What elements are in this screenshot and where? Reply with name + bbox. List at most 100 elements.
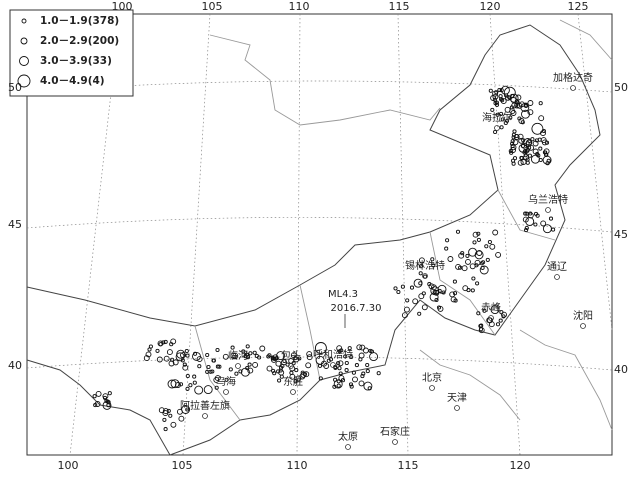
epicenter (203, 385, 213, 395)
place-marker (554, 274, 560, 280)
epicenter (163, 355, 170, 362)
epicenter (192, 374, 197, 379)
place-marker (580, 323, 586, 329)
epicenter (182, 364, 189, 371)
epicenter (293, 379, 298, 384)
epicenter (521, 138, 526, 143)
epicenter (363, 381, 373, 391)
graticule (26, 13, 613, 456)
lon-label: 110 (289, 0, 310, 13)
epicenter (254, 353, 259, 358)
epicenter (470, 288, 475, 293)
epicenter (259, 345, 266, 352)
epicenter (453, 298, 458, 303)
place-marker (488, 315, 494, 321)
lon-label: 125 (568, 0, 589, 13)
epicenter (337, 349, 342, 354)
epicenter (145, 351, 152, 358)
epicenter (441, 290, 446, 295)
lat-label: 45 (614, 228, 628, 241)
epicenter (393, 286, 398, 291)
epicenter (543, 148, 550, 155)
epicenter (494, 90, 499, 95)
place-name: 通辽 (547, 261, 567, 273)
epicenter (535, 213, 540, 218)
epicenter (476, 311, 481, 316)
epicenter (495, 112, 500, 117)
place-name: 呼和浩特 (313, 349, 353, 361)
epicenter (163, 339, 168, 344)
epicenter (546, 158, 551, 163)
epicenter (436, 305, 442, 310)
place-marker (570, 85, 576, 91)
epicenter (413, 278, 423, 288)
epicenter (498, 318, 503, 323)
lat-label: 50 (8, 81, 22, 94)
place-name: 海拉尔 (482, 111, 512, 124)
map-frame (26, 13, 613, 456)
place-name: 北京 (422, 371, 442, 384)
epicenter (297, 356, 302, 361)
epicenter (170, 357, 175, 362)
lon-label: 115 (389, 0, 410, 13)
epicenter (228, 367, 233, 372)
epicenter (528, 211, 533, 216)
epicenter (155, 348, 160, 353)
epicenter (158, 407, 165, 414)
epicenter (527, 100, 534, 106)
epicenter (356, 344, 363, 351)
epicenter (499, 88, 504, 93)
place-name: 天津 (447, 392, 467, 404)
epicenter (476, 237, 481, 242)
epicenter (232, 352, 239, 359)
epicenter (527, 153, 532, 158)
epicenter (527, 109, 534, 116)
epicenter (93, 403, 98, 408)
epicenter (369, 352, 379, 362)
epicenter (472, 240, 477, 245)
epicenter (347, 346, 352, 351)
lon-label: 100 (58, 459, 79, 472)
legend-label: 4.0－4.9(4) (40, 75, 105, 87)
epicenter (511, 158, 516, 163)
epicenter (188, 383, 193, 388)
epicenter (94, 401, 101, 407)
epicenter (362, 347, 369, 354)
place-name: 加格达奇 (553, 71, 593, 84)
epicenter (92, 394, 97, 399)
epicenter (525, 160, 530, 165)
epicenter (452, 291, 458, 296)
epicenter (359, 344, 366, 351)
lat-label: 45 (8, 218, 22, 231)
epicenter (434, 297, 439, 303)
epicenter (351, 370, 356, 375)
epicenter (266, 365, 273, 372)
epicenter (95, 390, 102, 397)
epicenter (447, 256, 454, 262)
epicenter (349, 354, 354, 360)
epicenter (510, 110, 517, 116)
epicenter (465, 258, 471, 265)
epicenter (360, 374, 365, 379)
epicenter (538, 146, 543, 151)
epicenter (489, 243, 496, 250)
epicenter (403, 306, 410, 313)
epicenter (455, 263, 462, 270)
place-marker (330, 362, 336, 368)
epicenter (490, 305, 500, 315)
epicenter (107, 391, 112, 396)
epicenter (178, 382, 184, 387)
epicenter (294, 368, 299, 373)
epicenter (512, 156, 518, 161)
epicenter (525, 141, 530, 146)
place-marker (422, 273, 428, 279)
place-name: 锡林浩特 (405, 259, 445, 272)
epicenter (185, 353, 190, 358)
place-name: 赤峰 (481, 302, 501, 314)
epicenter (215, 347, 220, 353)
epicenter (143, 355, 150, 362)
epicenter (214, 375, 221, 382)
epicenter (500, 98, 507, 105)
epicenter (367, 386, 372, 391)
place-marker (494, 125, 500, 131)
